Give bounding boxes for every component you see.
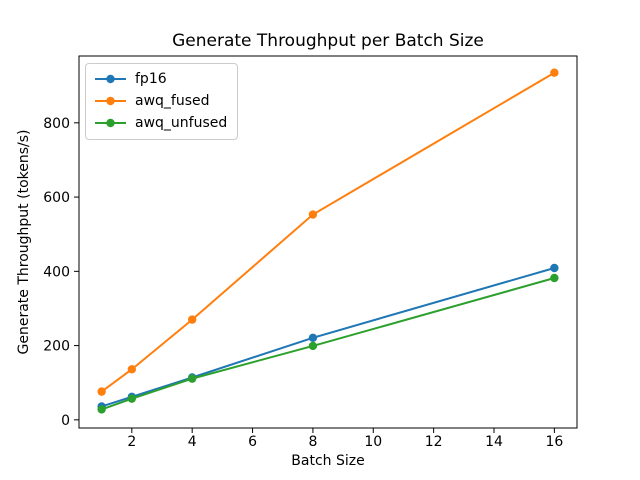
series-marker-awq_fused — [187, 315, 197, 324]
series-marker-awq_fused — [550, 68, 559, 77]
series-marker-awq_fused — [308, 210, 318, 219]
x-tick-label: 14 — [485, 434, 503, 450]
x-tick-label: 6 — [248, 434, 257, 450]
series-marker-awq_unfused — [127, 394, 137, 403]
legend-label: awq_fused — [135, 93, 210, 109]
x-tick-label: 16 — [545, 434, 563, 450]
chart-title: Generate Throughput per Batch Size — [172, 31, 484, 51]
legend-item-awq_unfused: awq_unfused — [94, 112, 227, 134]
legend-item-fp16: fp16 — [94, 68, 227, 90]
y-tick-label: 0 — [61, 413, 70, 429]
x-tick-label: 4 — [188, 434, 197, 450]
legend-label: awq_unfused — [135, 115, 228, 131]
legend-item-awq_fused: awq_fused — [94, 90, 227, 112]
series-line-awq_unfused — [101, 277, 555, 411]
series-marker-awq_unfused — [308, 341, 318, 351]
x-tick-label: 2 — [127, 434, 136, 450]
x-tick-label: 10 — [364, 434, 382, 450]
x-tick-label: 12 — [425, 434, 443, 450]
legend-line-marker-icon — [95, 96, 126, 106]
series-marker-fp16 — [308, 333, 318, 342]
legend-label: fp16 — [135, 71, 167, 87]
series-marker-awq_unfused — [97, 405, 106, 414]
series-marker-awq_unfused — [550, 273, 559, 283]
legend-line-marker-icon — [95, 118, 126, 128]
y-tick-label: 800 — [43, 116, 70, 132]
x-tick-label: 8 — [308, 434, 317, 450]
series-marker-awq_fused — [97, 387, 106, 396]
legend-line-marker-icon — [95, 74, 126, 84]
plot-border — [78, 55, 578, 429]
x-axis-label: Batch Size — [291, 453, 365, 469]
series-marker-awq_unfused — [187, 374, 197, 383]
y-tick-label: 200 — [43, 339, 70, 355]
y-tick-label: 400 — [43, 264, 70, 280]
y-tick-label: 600 — [43, 190, 70, 206]
y-axis-label: Generate Throughput (tokens/s) — [16, 129, 32, 355]
series-marker-fp16 — [550, 263, 559, 273]
series-marker-awq_fused — [127, 365, 137, 374]
legend: fp16 awq_fused awq_unfused — [85, 63, 239, 140]
